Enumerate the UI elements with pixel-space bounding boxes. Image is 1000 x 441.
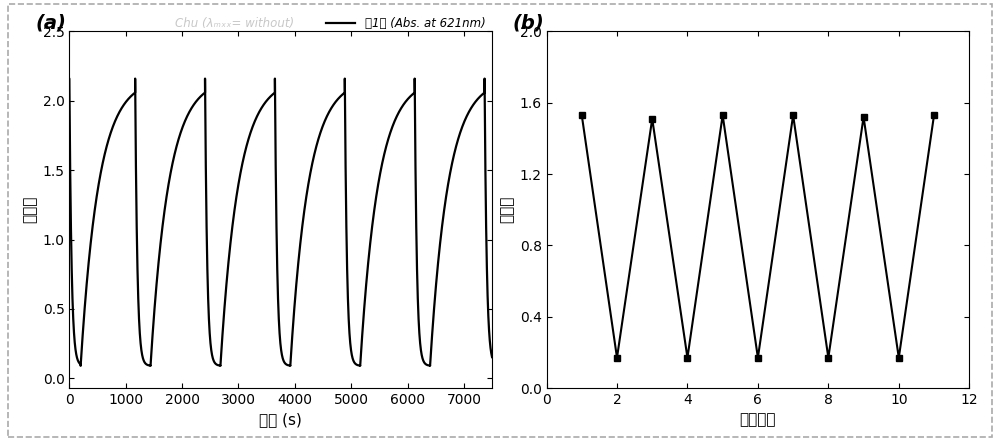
X-axis label: 循环次数: 循环次数: [740, 412, 776, 427]
Y-axis label: 吸光度: 吸光度: [22, 196, 37, 224]
Legend: （1） (Abs. at 621nm): （1） (Abs. at 621nm): [321, 12, 490, 35]
Y-axis label: 吸光度: 吸光度: [499, 196, 514, 224]
Text: (b): (b): [513, 14, 544, 33]
X-axis label: 时间 (s): 时间 (s): [259, 412, 302, 427]
Text: (a): (a): [36, 14, 66, 33]
Text: Chu (λₘₓₓ= without): Chu (λₘₓₓ= without): [175, 17, 294, 30]
